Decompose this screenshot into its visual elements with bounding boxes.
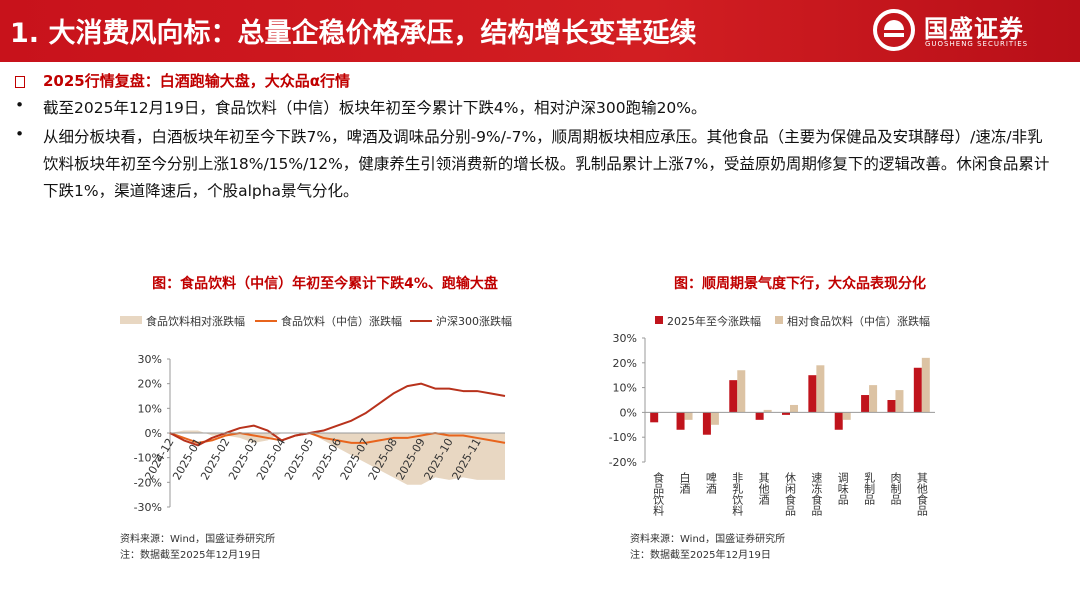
bar [702, 412, 711, 435]
bar [710, 412, 719, 425]
bar [650, 412, 659, 423]
legend-label: 食品饮料相对涨跌幅 [146, 314, 245, 328]
bar [737, 370, 746, 413]
bar [861, 395, 870, 413]
bar [816, 365, 825, 413]
y-tick-label: -20% [609, 456, 637, 469]
y-tick-label: 20% [613, 357, 637, 370]
x-tick-label: 啤酒 [704, 471, 717, 495]
x-tick-label: 乳制品 [863, 472, 876, 505]
y-tick-label: 10% [138, 402, 162, 415]
bar [869, 385, 878, 413]
bullet-dot: • [15, 96, 25, 114]
y-tick-label: -10% [609, 431, 637, 444]
bar [676, 412, 685, 430]
source-note: 资料来源：Wind，国盛证券研究所 [630, 532, 785, 545]
legend-swatch [120, 316, 142, 324]
y-tick-label: 0% [145, 427, 162, 440]
area [170, 430, 505, 485]
bullet-text: 从细分板块看，白酒板块年初至今下跌7%，啤酒及调味品分别-9%/-7%，顺周期板… [43, 128, 1050, 200]
logo-subtext: GUOSHENG SECURITIES [925, 40, 1029, 48]
y-tick-label: 0% [620, 406, 637, 419]
bar [887, 400, 896, 413]
y-tick-label: 30% [138, 353, 162, 366]
y-tick-label: -10% [134, 452, 162, 465]
bar [913, 367, 922, 413]
x-tick-label: 其他食品 [915, 472, 928, 516]
section-heading: 2025行情复盘：白酒跑输大盘，大众品α行情 [43, 72, 351, 90]
logo-icon [873, 9, 915, 51]
x-tick-label: 白酒 [678, 471, 691, 495]
date-note: 注：数据截至2025年12月19日 [630, 548, 771, 561]
bar [842, 412, 851, 420]
x-tick-label: 食品饮料 [652, 471, 665, 517]
bar [729, 380, 738, 413]
y-tick-label: -30% [134, 501, 162, 514]
chart-title: 图：食品饮料（中信）年初至今累计下跌4%、跑输大盘 [152, 275, 498, 292]
bullet-dot: • [15, 125, 25, 143]
bar [763, 409, 772, 413]
legend-label: 2025年至今涨跌幅 [667, 314, 761, 328]
legend-swatch [655, 316, 663, 324]
header-bar: 1. 大消费风向标：总量企稳价格承压，结构增长变革延续 国盛证券 GUOSHEN… [0, 0, 1080, 62]
x-tick-label: 其他酒 [757, 472, 770, 506]
slide-title: 1. 大消费风向标：总量企稳价格承压，结构增长变革延续 [10, 18, 697, 49]
bar [808, 375, 817, 413]
bar [790, 404, 798, 413]
y-tick-label: 30% [613, 332, 637, 345]
bar [755, 412, 764, 420]
legend-label: 相对食品饮料（中信）涨跌幅 [787, 314, 930, 328]
bar [782, 412, 790, 415]
line [169, 432, 506, 444]
legend-label: 沪深300涨跌幅 [436, 314, 512, 328]
logo-text: 国盛证券 [924, 15, 1024, 43]
bar [921, 357, 930, 413]
y-tick-label: -20% [134, 476, 162, 489]
bar [834, 412, 843, 430]
section-icon [15, 76, 25, 88]
y-tick-label: 20% [138, 378, 162, 391]
bar [895, 390, 904, 413]
x-tick-label: 肉制品 [889, 472, 902, 505]
bar [684, 412, 693, 420]
x-tick-label: 调味品 [836, 472, 849, 505]
date-note: 注：数据截至2025年12月19日 [120, 548, 261, 561]
chart-title: 图：顺周期景气度下行，大众品表现分化 [674, 275, 926, 292]
bullet-text: 截至2025年12月19日，食品饮料（中信）板块年初至今累计下跌4%，相对沪深3… [43, 99, 707, 117]
legend-swatch [775, 316, 783, 324]
legend-label: 食品饮料（中信）涨跌幅 [281, 314, 402, 328]
x-tick-label: 非乳饮料 [731, 472, 744, 517]
x-tick-label: 速冻食品 [810, 472, 823, 516]
y-tick-label: 10% [613, 382, 637, 395]
source-note: 资料来源：Wind，国盛证券研究所 [120, 532, 275, 545]
x-tick-label: 休闲食品 [784, 472, 797, 516]
